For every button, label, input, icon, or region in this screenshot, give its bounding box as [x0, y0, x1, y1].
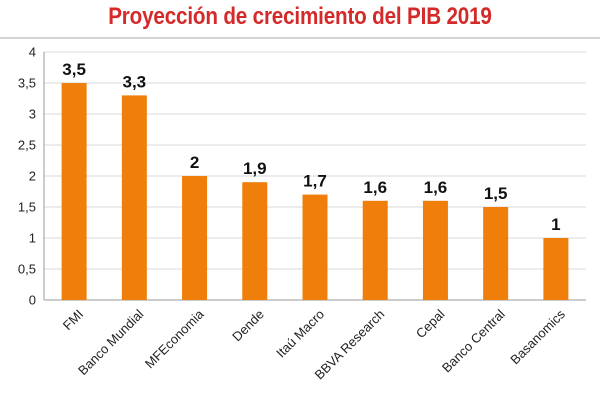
- chart-header: Proyección de crecimiento del PIB 2019: [0, 0, 600, 38]
- y-tick-label: 3,5: [18, 76, 36, 91]
- category-label: Banco Central: [439, 306, 508, 375]
- category-label: Itaú Macro: [273, 307, 327, 361]
- data-label: 1,9: [243, 159, 267, 178]
- category-label: Basanomics: [507, 306, 568, 367]
- y-tick-label: 0: [29, 293, 36, 308]
- data-label: 1,6: [363, 178, 387, 197]
- bar: [61, 83, 87, 300]
- data-label: 1,7: [303, 172, 327, 191]
- y-tick-label: 4: [29, 45, 36, 60]
- bar: [242, 182, 268, 300]
- data-label: 1: [551, 215, 560, 234]
- y-tick-label: 2,5: [18, 138, 36, 153]
- data-label: 1,5: [484, 184, 508, 203]
- data-label: 3,5: [62, 60, 86, 79]
- y-tick-label: 1,5: [18, 200, 36, 215]
- plot-frame: 0 0,5 1 1,5 2 2,5 3 3,5 4 3,5 FMI 3,3 Banco Mundial 2…: [0, 39, 600, 410]
- bar: [121, 95, 147, 301]
- bar: [182, 176, 208, 300]
- y-tick-label: 2: [29, 169, 36, 184]
- bar: [362, 200, 388, 300]
- category-label: Dende: [229, 307, 267, 345]
- bar: [483, 207, 509, 300]
- data-label: 3,3: [123, 72, 147, 91]
- y-tick-label: 1: [29, 231, 36, 246]
- bar: [422, 200, 448, 300]
- data-label: 1,6: [424, 178, 448, 197]
- chart-title: Proyección de crecimiento del PIB 2019: [108, 3, 492, 30]
- category-label: FMI: [60, 307, 86, 333]
- category-label: Cepal: [413, 306, 448, 341]
- y-tick-label: 0,5: [18, 262, 36, 277]
- category-label: MFEconomia: [142, 306, 207, 371]
- title-divider: [0, 37, 600, 39]
- data-label: 2: [190, 153, 199, 172]
- y-tick-label: 3: [29, 107, 36, 122]
- bar: [543, 238, 569, 300]
- bar: [302, 194, 328, 300]
